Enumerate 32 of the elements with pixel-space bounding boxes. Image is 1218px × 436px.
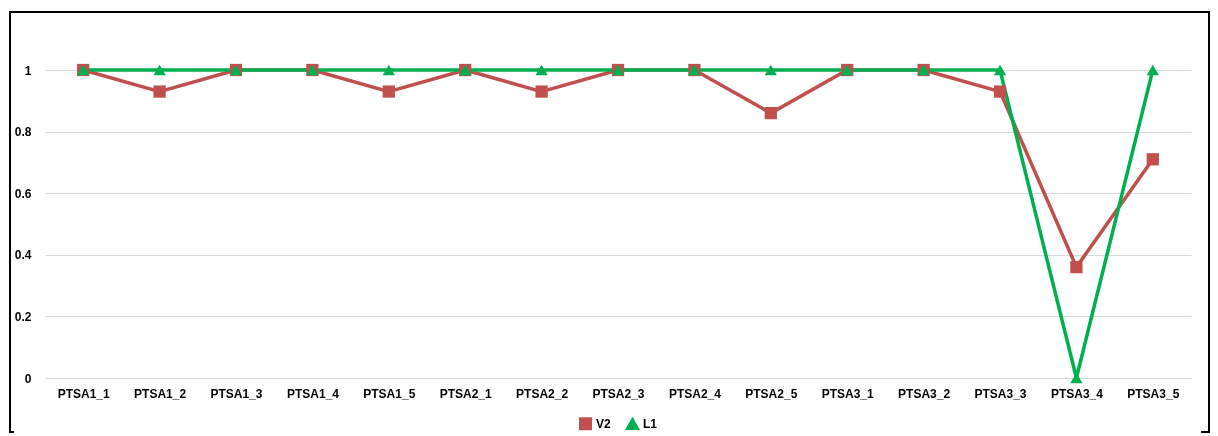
x-tick-label: PTSA2_4 xyxy=(668,386,722,401)
x-tick-label: PTSA1_1 xyxy=(57,386,111,401)
y-tick-label: 1 xyxy=(24,63,32,78)
x-tick-label: PTSA1_3 xyxy=(210,386,263,401)
point xyxy=(993,64,1007,76)
x-tick-label: PTSA2_1 xyxy=(439,386,493,401)
legend-label: V2 xyxy=(596,416,611,431)
x-tick-label: PTSA2_3 xyxy=(592,386,645,401)
point xyxy=(764,107,777,120)
point xyxy=(993,85,1007,98)
x-tick-label: PTSA3_1 xyxy=(821,386,875,401)
point xyxy=(382,64,395,76)
point xyxy=(764,64,777,76)
x-tick-label: PTSA3_2 xyxy=(898,386,951,401)
y-tick-label: 0.4 xyxy=(14,248,32,263)
point xyxy=(1146,64,1159,76)
y-tick-label: 0.6 xyxy=(14,186,32,201)
y-tick-label: 0.2 xyxy=(14,309,32,324)
x-tick-label: PTSA1_2 xyxy=(134,386,187,401)
x-tick-label: PTSA1_4 xyxy=(286,386,340,401)
x-tick-label: PTSA3_4 xyxy=(1050,386,1104,401)
x-tick-label: PTSA3_5 xyxy=(1127,386,1180,401)
x-tick-label: PTSA3_3 xyxy=(974,386,1027,401)
point xyxy=(1070,261,1083,274)
y-tick-label: 0.8 xyxy=(14,125,32,140)
point xyxy=(1146,153,1159,166)
legend-label: L1 xyxy=(643,417,658,432)
x-tick-label: PTSA1_5 xyxy=(363,386,416,401)
x-tick-label: PTSA2_2 xyxy=(516,386,569,401)
point xyxy=(382,85,395,98)
x-tick-label: PTSA2_5 xyxy=(745,386,798,401)
y-tick-label: 0 xyxy=(24,371,32,386)
